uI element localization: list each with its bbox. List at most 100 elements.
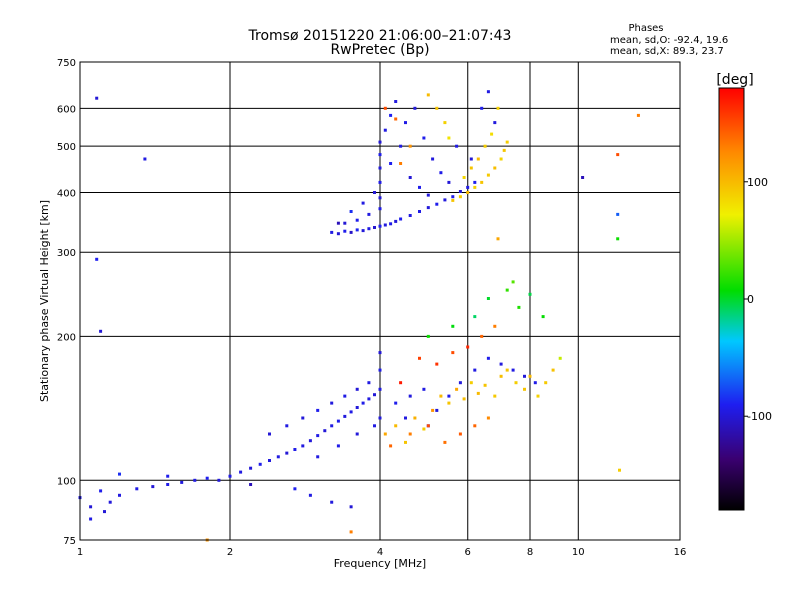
data-point <box>439 171 443 175</box>
data-point <box>143 157 147 161</box>
data-point <box>135 487 139 491</box>
data-point <box>378 416 382 420</box>
data-point <box>285 424 289 428</box>
data-point <box>458 381 462 385</box>
data-point <box>404 416 407 420</box>
data-point <box>361 229 365 233</box>
data-point <box>95 257 99 261</box>
colorbar-tick-label: 100 <box>747 176 768 189</box>
data-point <box>473 424 477 428</box>
data-point <box>373 393 376 397</box>
data-point <box>355 406 359 409</box>
data-point <box>451 324 455 328</box>
data-point <box>399 381 403 385</box>
data-point <box>367 227 371 231</box>
data-point <box>389 444 393 448</box>
y-axis-ticks: 75 100 200 300 400 500 600 750 <box>57 58 76 547</box>
data-point <box>394 424 398 428</box>
data-point <box>422 387 426 391</box>
data-point <box>258 462 262 466</box>
data-point <box>103 510 106 514</box>
data-point <box>308 493 312 497</box>
data-point <box>426 193 430 197</box>
data-point <box>343 414 347 418</box>
data-point <box>276 455 280 459</box>
data-point <box>418 356 421 360</box>
data-point <box>268 459 271 462</box>
data-point <box>447 180 451 184</box>
data-point <box>228 474 232 478</box>
data-point <box>373 226 376 229</box>
y-tick-label: 75 <box>63 536 76 547</box>
data-point <box>439 394 443 398</box>
data-point <box>336 232 340 236</box>
data-point <box>399 162 403 165</box>
data-point <box>486 90 490 94</box>
data-point <box>330 424 334 428</box>
data-point <box>95 96 99 100</box>
data-point <box>367 212 371 216</box>
data-point <box>378 368 382 372</box>
data-point <box>523 374 526 378</box>
data-point <box>330 230 334 234</box>
data-point <box>533 381 537 385</box>
data-point <box>431 157 435 161</box>
data-point <box>301 416 305 420</box>
data-point <box>399 217 403 221</box>
data-point <box>367 397 371 401</box>
data-point <box>285 451 289 455</box>
data-point <box>361 401 365 405</box>
data-point <box>528 292 532 296</box>
data-point <box>616 237 620 241</box>
data-point <box>541 315 545 319</box>
data-point <box>480 334 484 338</box>
data-point <box>458 195 462 199</box>
data-point <box>408 144 412 148</box>
data-point <box>166 474 170 478</box>
data-point <box>493 394 497 398</box>
data-point <box>373 191 376 194</box>
x-tick-label: 10 <box>572 547 585 558</box>
data-point <box>499 374 503 378</box>
data-point <box>502 148 506 152</box>
chart-title: Tromsø 20151220 21:06:00–21:07:43 <box>248 28 512 44</box>
data-point <box>394 219 398 223</box>
data-point <box>193 478 197 482</box>
data-point <box>293 487 297 491</box>
data-point <box>383 128 387 132</box>
data-point <box>496 106 500 110</box>
data-point <box>378 387 382 391</box>
data-point <box>451 351 455 355</box>
data-point <box>378 351 382 355</box>
data-point <box>389 162 393 165</box>
y-tick-label: 100 <box>57 476 76 487</box>
data-point <box>466 345 470 349</box>
data-point <box>431 408 435 412</box>
data-point <box>486 173 490 177</box>
data-point <box>422 136 426 140</box>
data-point <box>493 121 497 125</box>
data-point <box>426 334 430 338</box>
data-point <box>455 387 459 391</box>
data-point <box>349 410 353 414</box>
data-point <box>483 144 487 148</box>
data-point <box>480 180 484 184</box>
data-point <box>616 153 620 157</box>
data-point <box>536 394 540 398</box>
data-point <box>505 288 509 292</box>
data-point <box>523 387 526 391</box>
data-point <box>378 153 382 157</box>
data-point <box>462 176 466 179</box>
data-point <box>399 144 403 148</box>
data-point <box>483 383 487 387</box>
y-tick-label: 400 <box>57 188 76 199</box>
data-point <box>378 166 382 170</box>
data-point <box>383 106 387 110</box>
colorbar-tick-label: 0 <box>747 293 754 306</box>
data-point <box>316 455 320 459</box>
data-point <box>616 212 620 216</box>
data-point <box>455 144 459 148</box>
x-axis-label: Frequency [MHz] <box>334 557 426 570</box>
data-point <box>180 480 184 484</box>
